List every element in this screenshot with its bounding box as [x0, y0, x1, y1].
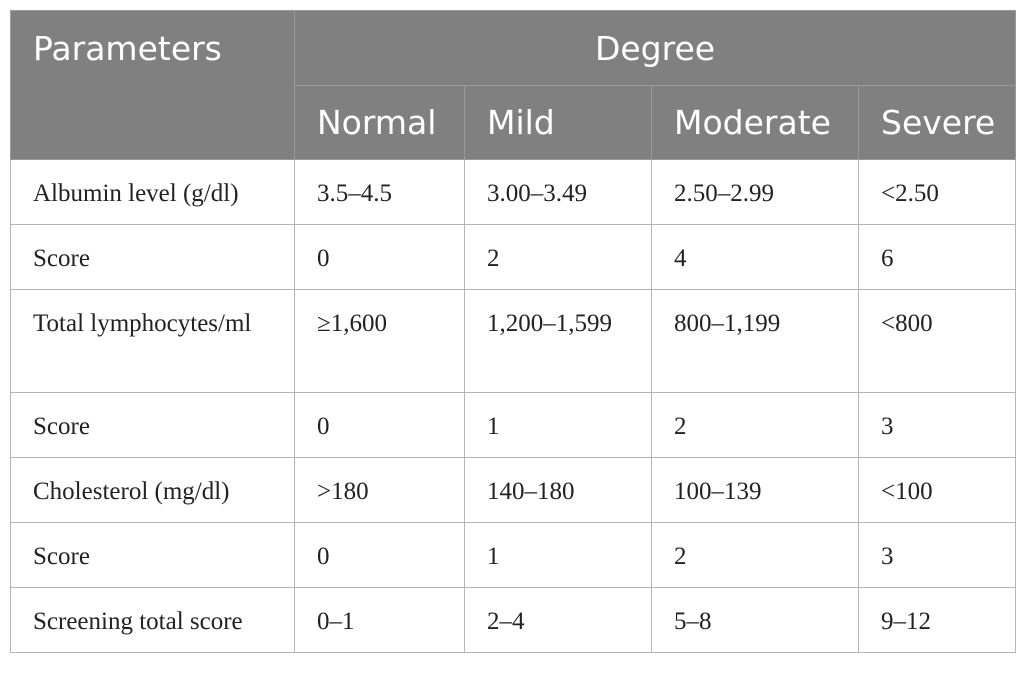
header-parameters: Parameters — [10, 10, 295, 160]
row-label: Albumin level (g/dl) — [10, 159, 295, 225]
table-cell: 0–1 — [294, 587, 465, 653]
table-cell: 1 — [464, 392, 652, 458]
table-cell: 5–8 — [651, 587, 859, 653]
table-body: Albumin level (g/dl) 3.5–4.5 3.00–3.49 2… — [10, 159, 1017, 653]
row-label: Score — [10, 392, 295, 458]
table-cell: 2 — [464, 224, 652, 290]
header-moderate: Moderate — [651, 85, 859, 160]
header-row-top: Parameters Degree — [10, 10, 1017, 160]
table-cell: 3.5–4.5 — [294, 159, 465, 225]
row-label: Score — [10, 522, 295, 588]
table-row: Score 0 2 4 6 — [10, 224, 1017, 290]
row-label: Screening total score — [10, 587, 295, 653]
table-cell: 800–1,199 — [651, 289, 859, 393]
row-label: Cholesterol (mg/dl) — [10, 457, 295, 523]
table-cell: >180 — [294, 457, 465, 523]
table-cell: 140–180 — [464, 457, 652, 523]
table-cell: <800 — [857, 289, 1017, 393]
table-row: Score 0 1 2 3 — [10, 522, 1017, 588]
header-mild: Mild — [464, 85, 652, 160]
table-cell: 3.00–3.49 — [464, 159, 652, 225]
table-cell: 100–139 — [651, 457, 859, 523]
table-row: Cholesterol (mg/dl) >180 140–180 100–139… — [10, 457, 1017, 523]
table-row: Score 0 1 2 3 — [10, 392, 1017, 458]
table-cell: 0 — [294, 392, 465, 458]
table-cell: 2 — [651, 522, 859, 588]
header-row-levels: Normal Mild Moderate Severe — [11, 85, 1017, 160]
table-cell: 2.50–2.99 — [651, 159, 859, 225]
table-cell: 1,200–1,599 — [464, 289, 652, 393]
header-normal: Normal — [294, 85, 465, 160]
header-severe: Severe — [857, 85, 1017, 160]
row-label: Score — [10, 224, 295, 290]
table-cell: 9–12 — [857, 587, 1017, 653]
table-cell: 0 — [294, 522, 465, 588]
row-label: Total lymphocytes/ml — [10, 289, 295, 393]
table-row: Screening total score 0–1 2–4 5–8 9–12 — [10, 587, 1017, 653]
table-cell: <2.50 — [857, 159, 1017, 225]
table-header: Parameters Degree Normal Mild Moderate S… — [10, 10, 1017, 160]
table-cell: 2–4 — [464, 587, 652, 653]
table-cell: ≥1,600 — [294, 289, 465, 393]
conut-score-table: Parameters Degree Normal Mild Moderate S… — [10, 10, 1017, 653]
data-table: Parameters Degree Normal Mild Moderate S… — [10, 10, 1017, 653]
table-cell: 4 — [651, 224, 859, 290]
table-cell: 3 — [857, 392, 1017, 458]
table-cell: 6 — [857, 224, 1017, 290]
table-row: Total lymphocytes/ml ≥1,600 1,200–1,599 … — [10, 289, 1017, 393]
table-cell: 3 — [857, 522, 1017, 588]
table-cell: <100 — [857, 457, 1017, 523]
header-degree: Degree — [293, 10, 1017, 86]
table-cell: 2 — [651, 392, 859, 458]
table-row: Albumin level (g/dl) 3.5–4.5 3.00–3.49 2… — [10, 159, 1017, 225]
table-cell: 0 — [294, 224, 465, 290]
table-cell: 1 — [464, 522, 652, 588]
